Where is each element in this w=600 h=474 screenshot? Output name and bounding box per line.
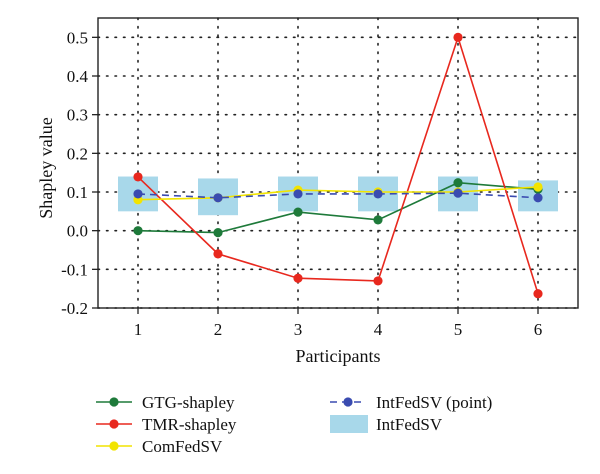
plot-background: [98, 18, 578, 308]
gtg-shapley-point-2: [213, 228, 223, 238]
x-tick-label-5: 6: [534, 320, 543, 339]
y-tick-label-1: -0.1: [61, 260, 88, 279]
plot-frame: [97, 17, 579, 309]
legend-gtg-shapley-label: GTG-shapley: [142, 393, 235, 412]
x-tick-label-2: 3: [294, 320, 303, 339]
y-tick-label-3: 0.1: [67, 183, 88, 202]
intfedsv-point-point-3: [293, 189, 303, 199]
intfedsv-point-point-5: [453, 188, 463, 198]
intfedsv-point-point-6: [533, 193, 543, 203]
legend-comfedsv-label: ComFedSV: [142, 437, 223, 456]
intfedsv-point-point-1: [133, 189, 143, 199]
x-tick-label-1: 2: [214, 320, 223, 339]
series-points: [133, 32, 543, 299]
legend-intfedsv-point-marker: [343, 397, 353, 407]
legend-tmr-shapley-label: TMR-shapley: [142, 415, 237, 434]
x-tick-label-4: 5: [454, 320, 463, 339]
tmr-shapley-point-1: [133, 172, 143, 182]
y-tick-label-6: 0.4: [67, 67, 89, 86]
legend-intfedsv-point-label: IntFedSV (point): [376, 393, 492, 412]
tmr-shapley-point-3: [293, 273, 303, 283]
legend-gtg-shapley-marker: [109, 397, 119, 407]
gtg-shapley-point-4: [373, 215, 383, 225]
x-axis-title: Participants: [296, 346, 381, 366]
y-tick-label-5: 0.3: [67, 106, 88, 125]
gtg-shapley-line: [137, 181, 539, 234]
x-tick-label-0: 1: [134, 320, 143, 339]
x-tick-label-3: 4: [374, 320, 383, 339]
legend-comfedsv-marker: [109, 441, 119, 451]
y-tick-label-4: 0.2: [67, 144, 88, 163]
y-axis-title: Shapley value: [36, 117, 56, 218]
legend-tmr-shapley-marker: [109, 419, 119, 429]
intfedsv-point-line: [137, 192, 539, 199]
legend-intfedsv-label: IntFedSV: [376, 415, 443, 434]
axis-ticks: -0.2 -0.1 0.0 0.1 0.2 0.3 0.4 0.5 1 2 3 4 5 6: [61, 28, 542, 339]
series-lines: [137, 34, 539, 294]
y-tick-label-7: 0.5: [67, 28, 88, 47]
tmr-shapley-point-4: [373, 276, 383, 286]
tmr-shapley-point-5: [453, 32, 463, 42]
tmr-shapley-line: [137, 34, 539, 294]
plot-area: [98, 18, 578, 308]
intfedsv-point-point-4: [373, 189, 383, 199]
gtg-shapley-point-1: [133, 226, 143, 236]
grid-lines: [97, 17, 579, 309]
comfedsv-line: [137, 186, 539, 201]
legend-intfedsv-swatch: [330, 415, 368, 433]
intfedsv-point-point-2: [213, 193, 223, 203]
y-tick-label-0: -0.2: [61, 299, 88, 318]
gtg-shapley-point-5: [453, 178, 463, 188]
y-tick-label-2: 0.0: [67, 222, 88, 241]
legend: GTG-shapley TMR-shapley ComFedSV IntFedSV (…: [96, 393, 492, 456]
plot-border: [97, 17, 579, 309]
comfedsv-point-6: [533, 182, 543, 192]
tmr-shapley-point-2: [213, 249, 223, 259]
gtg-shapley-point-3: [293, 207, 303, 217]
tmr-shapley-point-6: [533, 289, 543, 299]
